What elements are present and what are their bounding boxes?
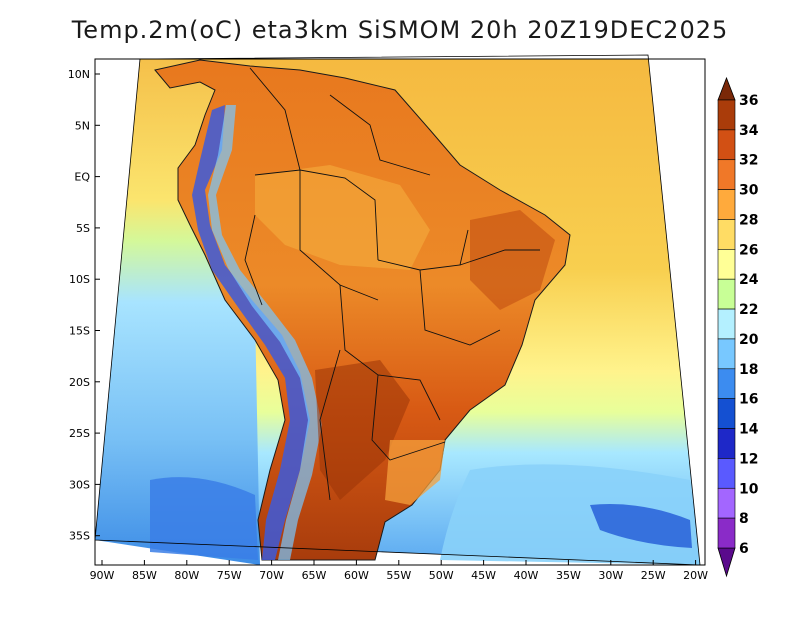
lon-label: 25W <box>641 569 666 582</box>
map-title: Temp.2m(oC) eta3km SiSMOM 20h 20Z19DEC20… <box>71 16 729 44</box>
lat-label: 35S <box>69 530 90 543</box>
colorbar-label: 32 <box>739 153 758 169</box>
lon-label: 50W <box>429 569 454 582</box>
lat-label: 5S <box>76 222 90 235</box>
colorbar-segment <box>717 458 736 489</box>
longitude-axis: 90W 85W 80W 75W 70W 65W 60W 55W 50W 45W 40W 35W 30W 2… <box>90 560 708 582</box>
colorbar-segment <box>717 219 736 250</box>
lon-label: 65W <box>302 569 327 582</box>
lon-label: 20W <box>683 569 708 582</box>
lat-label: 30S <box>69 478 90 491</box>
lon-label: 40W <box>514 569 539 582</box>
colorbar-label: 36 <box>739 93 758 109</box>
lon-label: 60W <box>344 569 369 582</box>
colorbar-segment <box>717 368 736 399</box>
colorbar-segment <box>717 129 736 161</box>
colorbar-segment <box>717 249 736 280</box>
colorbar-label: 12 <box>739 451 758 467</box>
colorbar-label: 18 <box>739 362 758 378</box>
colorbar-segment <box>717 428 736 459</box>
colorbar-segment <box>717 338 736 370</box>
lon-label: 75W <box>217 569 242 582</box>
colorbar-label: 14 <box>739 422 759 438</box>
colorbar-label: 30 <box>739 183 759 199</box>
colorbar-min-arrow <box>717 547 736 578</box>
andes-cold-band <box>192 105 310 560</box>
lon-label: 90W <box>90 569 115 582</box>
lat-label: 20S <box>69 376 90 389</box>
lat-label: EQ <box>74 171 90 184</box>
country-borders <box>244 67 540 501</box>
lon-label: 55W <box>386 569 411 582</box>
colorbar-label: 28 <box>739 212 758 228</box>
colorbar-label: 22 <box>739 302 758 318</box>
colorbar-segment <box>717 99 736 131</box>
colorbar-max-arrow <box>717 76 736 101</box>
colorbar-label: 16 <box>739 392 758 408</box>
lat-label: 25S <box>69 427 90 440</box>
lat-label: 10N <box>68 68 90 81</box>
lon-label: 30W <box>598 569 623 582</box>
colorbar-label: 8 <box>739 511 749 527</box>
southern-brazil <box>385 440 445 505</box>
latitude-axis: 10N 5N EQ 5S 10S 15S 20S 25S 30S 35S <box>68 68 100 543</box>
lon-label: 70W <box>259 569 284 582</box>
colorbar-segment <box>717 278 736 310</box>
lon-label: 80W <box>174 569 199 582</box>
lon-label: 35W <box>556 569 581 582</box>
colorbar-segment <box>717 159 736 190</box>
chaco-hot <box>315 360 410 500</box>
lon-label: 45W <box>471 569 496 582</box>
colorbar-label: 10 <box>739 481 759 497</box>
colorbar: 6 8 10 12 14 16 18 20 22 24 26 28 30 32 34 36 <box>717 76 759 578</box>
atlantic-cold-patch <box>590 504 692 548</box>
colorbar-label: 24 <box>739 272 759 288</box>
colorbar-label: 26 <box>739 242 758 258</box>
colorbar-label: 20 <box>739 332 759 348</box>
lat-label: 15S <box>69 325 90 338</box>
colorbar-segment <box>717 189 736 220</box>
colorbar-segment <box>717 308 736 340</box>
lon-label: 85W <box>132 569 157 582</box>
colorbar-label: 34 <box>739 123 759 139</box>
map-domain <box>95 59 700 565</box>
lat-label: 5N <box>75 119 90 132</box>
plot-frame <box>94 58 706 566</box>
colorbar-segment <box>717 398 736 429</box>
northeast-hot <box>470 210 555 310</box>
colorbar-segment <box>717 517 736 549</box>
pacific-cold-patch <box>150 477 258 560</box>
colorbar-label: 6 <box>739 541 749 557</box>
andes-warm-edge <box>208 105 322 560</box>
amazon-interior <box>255 165 430 270</box>
colorbar-segment <box>717 487 736 519</box>
lat-label: 10S <box>69 273 90 286</box>
